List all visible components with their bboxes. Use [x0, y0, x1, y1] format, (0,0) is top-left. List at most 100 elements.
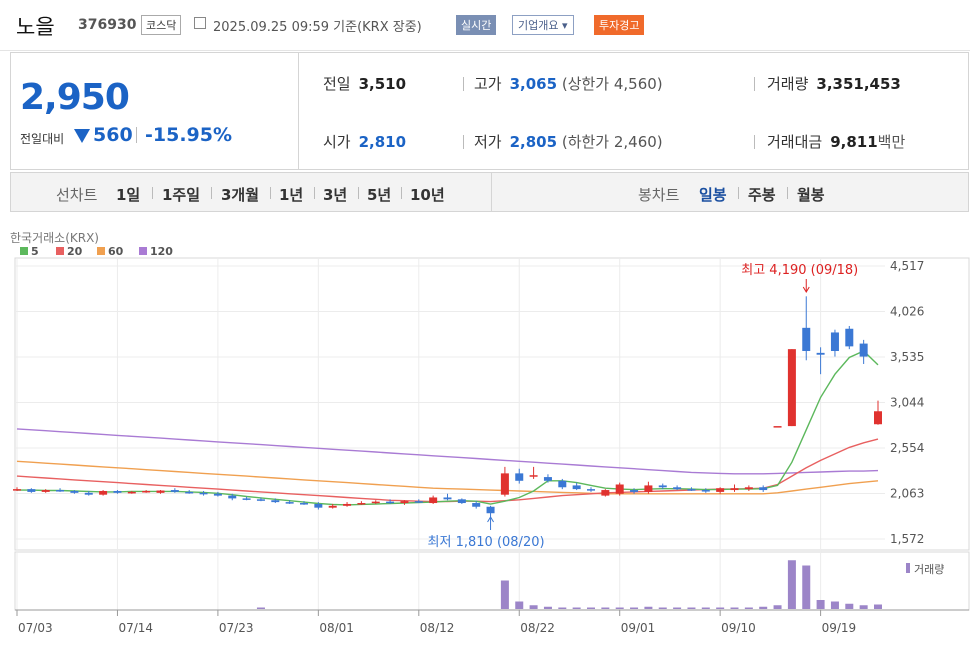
- lower-limit: (하한가 2,460): [561, 133, 663, 151]
- candle-body: [13, 489, 21, 491]
- divider: [754, 135, 755, 149]
- source-label: 한국거래소(KRX): [10, 231, 99, 245]
- volume-bar: [802, 565, 811, 609]
- y-tick-label: 1,572: [890, 532, 924, 546]
- volume-bar: [256, 607, 265, 609]
- legend-label-60: 60: [108, 245, 124, 258]
- volume-bar: [845, 603, 854, 609]
- amount-unit: 백만: [877, 133, 906, 151]
- calendar-icon: [194, 17, 206, 29]
- candle-body: [802, 327, 811, 352]
- change-percent: -15.95%: [145, 124, 233, 146]
- range-1d[interactable]: 1일: [116, 186, 141, 204]
- candle-body: [414, 501, 423, 503]
- divider: [787, 187, 788, 199]
- low-value: 2,805: [509, 133, 558, 151]
- volume-bar: [730, 607, 739, 609]
- candle-body: [500, 473, 509, 495]
- low-arrow-head: [487, 516, 494, 523]
- volume-bar: [529, 605, 538, 609]
- candle-body: [99, 490, 108, 495]
- candle-body: [242, 498, 251, 500]
- candle-body: [56, 490, 65, 492]
- volume-bar: [515, 601, 524, 609]
- x-tick-label: 09/19: [822, 621, 857, 635]
- company-overview-dropdown[interactable]: 기업개요 ▾: [512, 15, 574, 35]
- moving-averages: [16, 350, 879, 506]
- y-tick-label: 3,535: [890, 350, 924, 364]
- candle-body: [113, 490, 122, 493]
- open-value: 2,810: [358, 133, 407, 151]
- candle-body: [271, 500, 280, 503]
- x-tick-label: 07/03: [18, 621, 53, 635]
- y-axis-labels: 4,517 4,026 3,535 3,044 2,554 2,063 1,572: [890, 259, 924, 546]
- volume-bar: [644, 606, 653, 609]
- volume-bar: [859, 605, 868, 609]
- period-daily[interactable]: 일봉: [699, 186, 727, 204]
- datetime-label: 2025.09.25 09:59 기준(KRX 장중): [213, 20, 422, 35]
- range-3m[interactable]: 3개월: [221, 186, 260, 204]
- low-price: 저가 2,805 (하한가 2,460): [474, 131, 663, 152]
- high-price: 고가 3,065 (상한가 4,560): [474, 73, 663, 94]
- candle-body: [185, 491, 194, 494]
- volume-bar: [658, 607, 667, 609]
- divider: [152, 187, 153, 199]
- divider: [754, 77, 755, 91]
- candle-body: [558, 480, 567, 488]
- volume: 거래량 3,351,453: [767, 73, 901, 94]
- down-triangle-icon: [74, 129, 90, 143]
- candle-body: [759, 487, 768, 491]
- change-label: 전일대비: [20, 132, 65, 146]
- volume-label: 거래량: [767, 75, 809, 93]
- candle-body: [156, 490, 165, 493]
- volume-bar: [744, 607, 753, 609]
- divider: [738, 187, 739, 199]
- candle-body: [285, 502, 294, 504]
- candle-body: [730, 488, 739, 491]
- ma120-line: [16, 428, 879, 475]
- legend-label-5: 5: [31, 245, 39, 258]
- candle-body: [213, 493, 222, 496]
- volume-bar: [601, 607, 610, 609]
- realtime-button[interactable]: 실시간: [456, 15, 497, 35]
- divider: [136, 127, 137, 143]
- range-1y[interactable]: 1년: [279, 186, 304, 204]
- price-summary: 2,950 전일대비 560 -15.95% 전일 3,510 고가 3,065 (…: [10, 52, 969, 170]
- high-arrow-head: [802, 286, 810, 293]
- low-label: 저가: [474, 133, 502, 151]
- range-3y[interactable]: 3년: [323, 186, 348, 204]
- trade-amount: 거래대금 9,811백만: [767, 131, 905, 152]
- candle-body: [429, 497, 438, 504]
- high-annotation: 최고 4,190 (09/18): [741, 263, 858, 278]
- candle-body: [386, 501, 395, 504]
- high-label: 고가: [474, 75, 502, 93]
- volume-value: 3,351,453: [816, 75, 901, 93]
- candle-body: [472, 503, 481, 507]
- volume-bar: [687, 607, 696, 609]
- volume-bar: [500, 580, 509, 609]
- investment-warning-badge[interactable]: 투자경고: [594, 15, 645, 35]
- ma60-line: [16, 460, 879, 495]
- volume-bar: [543, 606, 552, 609]
- y-tick-label: 2,554: [890, 441, 924, 455]
- low-annotation: 최저 1,810 (08/20): [428, 535, 545, 550]
- volume-bar: [572, 607, 581, 609]
- legend-swatch-20: [56, 247, 64, 255]
- period-weekly[interactable]: 주봉: [748, 186, 776, 204]
- candle-body: [328, 505, 337, 508]
- range-1w[interactable]: 1주일: [162, 186, 201, 204]
- candle-body: [587, 489, 595, 491]
- price-panel: [14, 257, 970, 551]
- range-10y[interactable]: 10년: [410, 186, 445, 204]
- range-5y[interactable]: 5년: [367, 186, 392, 204]
- y-tick-label: 3,044: [890, 396, 924, 410]
- candle-body: [673, 487, 682, 490]
- divider: [463, 77, 464, 91]
- candle-body: [644, 485, 653, 492]
- divider: [270, 187, 271, 199]
- x-tick-label: 08/22: [520, 621, 555, 635]
- candle-body: [84, 492, 93, 495]
- period-monthly[interactable]: 월봉: [797, 186, 825, 204]
- candle-body: [859, 343, 868, 357]
